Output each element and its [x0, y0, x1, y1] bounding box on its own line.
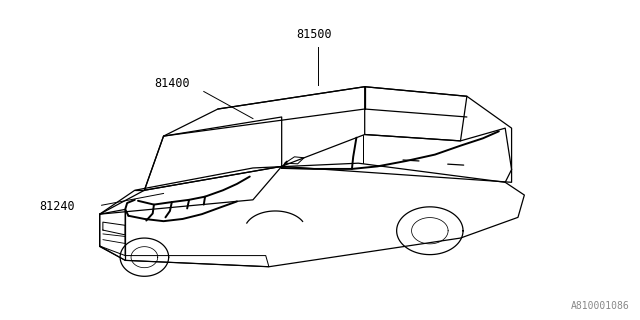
Text: A810001086: A810001086: [571, 301, 630, 311]
Text: 81240: 81240: [39, 200, 75, 213]
Text: 81400: 81400: [154, 77, 189, 90]
Text: 81500: 81500: [296, 28, 332, 41]
